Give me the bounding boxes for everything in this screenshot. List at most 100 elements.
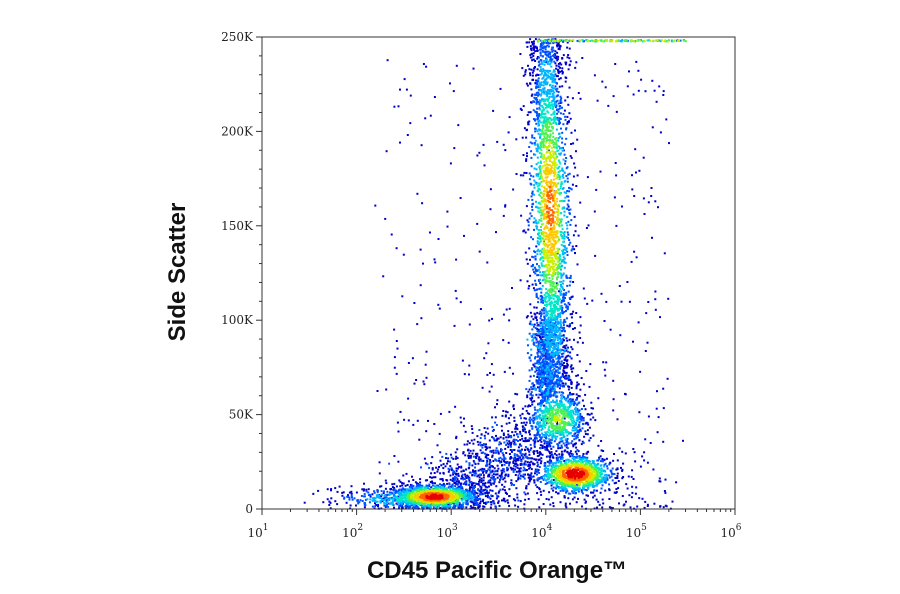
event-dot <box>571 295 574 298</box>
event-dot <box>564 118 567 121</box>
event-dot <box>624 393 627 396</box>
event-dot <box>556 59 559 62</box>
event-dot <box>544 48 547 51</box>
event-dot <box>534 60 537 62</box>
event-dot <box>533 445 536 448</box>
event-dot <box>441 455 444 458</box>
event-dot <box>350 494 353 497</box>
event-dot <box>573 455 576 458</box>
event-dot <box>534 468 537 471</box>
event-dot <box>530 315 533 318</box>
event-dot <box>547 50 550 53</box>
event-dot <box>548 444 551 446</box>
event-dot <box>620 300 623 303</box>
event-dot <box>519 452 522 455</box>
event-dot <box>455 297 458 300</box>
event-dot <box>536 81 539 84</box>
event-dot <box>560 339 563 341</box>
event-dot <box>371 505 374 508</box>
event-dot <box>384 479 387 482</box>
event-dot <box>560 353 563 355</box>
event-dot <box>404 484 407 487</box>
event-dot <box>560 299 563 302</box>
event-dot <box>454 451 457 454</box>
event-dot <box>537 403 539 406</box>
event-dot <box>478 505 481 508</box>
event-dot <box>545 342 548 345</box>
event-dot <box>559 349 562 351</box>
event-dot <box>656 431 659 434</box>
event-dot <box>562 256 565 259</box>
event-dot <box>558 119 561 122</box>
event-dot <box>562 245 565 247</box>
event-dot <box>561 169 564 172</box>
event-dot <box>541 295 543 298</box>
event-dot <box>504 500 507 503</box>
event-dot <box>541 279 544 282</box>
event-dot <box>566 250 569 253</box>
event-dot <box>547 455 549 458</box>
event-dot <box>545 363 548 366</box>
event-dot <box>461 359 464 362</box>
event-dot <box>439 507 442 509</box>
event-dot <box>558 361 561 364</box>
event-dot <box>544 462 547 465</box>
event-dot <box>377 503 380 506</box>
event-dot <box>610 472 613 475</box>
event-dot <box>560 444 563 447</box>
event-dot <box>425 430 428 433</box>
event-dot <box>559 400 562 402</box>
event-dot <box>491 469 494 472</box>
event-dot <box>537 363 540 365</box>
event-dot <box>535 86 538 89</box>
event-dot <box>572 310 575 313</box>
event-dot <box>421 505 424 508</box>
event-dot <box>474 492 476 495</box>
event-dot <box>558 132 560 135</box>
event-dot <box>540 390 543 393</box>
event-dot <box>434 476 437 479</box>
event-dot <box>532 202 535 205</box>
event-dot <box>558 44 561 47</box>
event-dot <box>510 450 513 453</box>
event-dot <box>620 466 622 469</box>
event-dot <box>538 466 541 468</box>
event-dot <box>565 366 568 369</box>
event-dot <box>472 485 475 488</box>
event-dot <box>375 504 378 506</box>
event-dot <box>534 336 537 339</box>
event-dot <box>556 360 559 363</box>
event-dot <box>522 154 525 156</box>
event-dot <box>518 469 521 472</box>
event-dot <box>482 459 485 462</box>
event-dot <box>556 336 559 339</box>
event-dot <box>579 428 582 431</box>
event-dot <box>535 200 537 203</box>
event-dot <box>545 331 548 334</box>
event-dot <box>470 494 473 497</box>
event-dot <box>544 72 546 74</box>
event-dot <box>571 453 574 456</box>
event-dot <box>512 469 515 471</box>
event-dot <box>412 505 415 508</box>
event-dot <box>554 393 557 396</box>
event-dot <box>402 482 405 485</box>
event-dot <box>532 374 535 377</box>
event-dot <box>545 346 548 348</box>
event-dot <box>536 148 539 151</box>
event-dot <box>465 477 468 480</box>
event-dot <box>533 406 536 409</box>
event-dot <box>490 494 493 497</box>
event-dot <box>477 458 480 461</box>
event-dot <box>555 362 558 365</box>
event-dot <box>643 506 646 509</box>
event-dot <box>534 362 537 365</box>
event-dot <box>646 461 649 464</box>
event-dot <box>647 201 650 204</box>
event-dot <box>415 507 418 510</box>
event-dot <box>519 414 522 417</box>
event-dot <box>558 85 561 88</box>
event-dot <box>479 437 482 439</box>
event-dot <box>534 255 537 258</box>
event-dot <box>488 481 491 484</box>
